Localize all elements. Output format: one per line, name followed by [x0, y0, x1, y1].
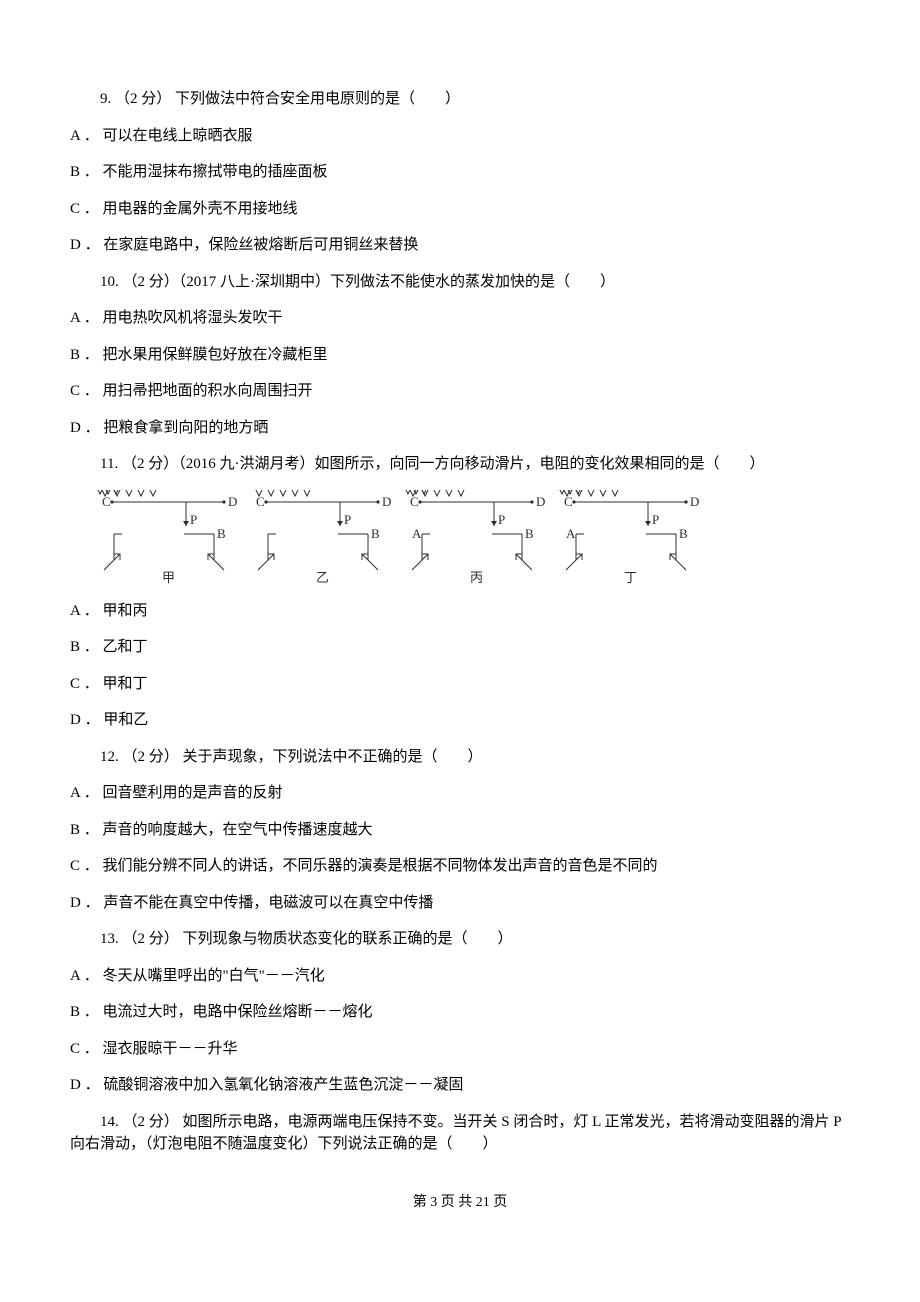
q9-stem: 9. （2 分） 下列做法中符合安全用电原则的是（ ） [70, 88, 850, 111]
svg-text:D: D [382, 494, 391, 509]
q11-option-b: B ． 乙和丁 [70, 636, 850, 659]
q13-option-b: B ． 电流过大时，电路中保险丝熔断－－熔化 [70, 1001, 850, 1024]
svg-text:C: C [256, 494, 265, 509]
q12-option-a: A ． 回音壁利用的是声音的反射 [70, 782, 850, 805]
svg-text:A: A [412, 526, 422, 541]
svg-text:乙: 乙 [316, 570, 329, 585]
q9-option-a: A ． 可以在电线上晾晒衣服 [70, 125, 850, 148]
q11-option-c: C ． 甲和丁 [70, 673, 850, 696]
svg-text:P: P [190, 512, 197, 527]
q14-stem: 14. （2 分） 如图所示电路，电源两端电压保持不变。当开关 S 闭合时，灯 … [70, 1111, 850, 1156]
svg-text:丁: 丁 [624, 570, 637, 585]
q13-option-d: D ． 硫酸铜溶液中加入氢氧化钠溶液产生蓝色沉淀－－凝固 [70, 1074, 850, 1097]
svg-text:D: D [228, 494, 237, 509]
svg-text:B: B [217, 526, 226, 541]
q13-option-a: A ． 冬天从嘴里呼出的"白气"－－汽化 [70, 965, 850, 988]
svg-text:A: A [566, 526, 576, 541]
q12-stem: 12. （2 分） 关于声现象，下列说法中不正确的是（ ） [70, 746, 850, 769]
q12-option-d: D ． 声音不能在真空中传播，电磁波可以在真空中传播 [70, 892, 850, 915]
q11-option-d: D ． 甲和乙 [70, 709, 850, 732]
svg-text:B: B [371, 526, 380, 541]
q13-stem: 13. （2 分） 下列现象与物质状态变化的联系正确的是（ ） [70, 928, 850, 951]
q10-option-c: C ． 用扫帚把地面的积水向周围扫开 [70, 380, 850, 403]
q12-option-c: C ． 我们能分辨不同人的讲话，不同乐器的演奏是根据不同物体发出声音的音色是不同… [70, 855, 850, 878]
svg-text:甲: 甲 [162, 570, 175, 585]
q9-option-d: D ． 在家庭电路中，保险丝被熔断后可用铜丝来替换 [70, 234, 850, 257]
q10-option-b: B ． 把水果用保鲜膜包好放在冷藏柜里 [70, 344, 850, 367]
page-footer: 第 3 页 共 21 页 [70, 1192, 850, 1213]
q11-stem: 11. （2 分）（2016 九·洪湖月考）如图所示，向同一方向移动滑片，电阻的… [70, 453, 850, 476]
q11-option-a: A ． 甲和丙 [70, 600, 850, 623]
svg-text:C: C [102, 494, 111, 509]
q11-diagram-row: C D P B 甲 C D P B 乙 C D P A B 丙 C D P A B 丁 [94, 490, 850, 590]
svg-text:D: D [690, 494, 699, 509]
svg-text:P: P [498, 512, 505, 527]
svg-text:B: B [525, 526, 534, 541]
svg-text:D: D [536, 494, 545, 509]
svg-text:B: B [679, 526, 688, 541]
circuit-diagrams: C D P B 甲 C D P B 乙 C D P A B 丙 C D P A B 丁 [94, 490, 714, 590]
q9-option-b: B ． 不能用湿抹布擦拭带电的插座面板 [70, 161, 850, 184]
svg-text:P: P [652, 512, 659, 527]
q12-option-b: B ． 声音的响度越大，在空气中传播速度越大 [70, 819, 850, 842]
q10-stem: 10. （2 分）（2017 八上·深圳期中）下列做法不能使水的蒸发加快的是（ … [70, 271, 850, 294]
q9-option-c: C ． 用电器的金属外壳不用接地线 [70, 198, 850, 221]
svg-text:C: C [410, 494, 419, 509]
q13-option-c: C ． 湿衣服晾干－－升华 [70, 1038, 850, 1061]
svg-text:丙: 丙 [470, 570, 483, 585]
q10-option-d: D ． 把粮食拿到向阳的地方晒 [70, 417, 850, 440]
svg-text:C: C [564, 494, 573, 509]
q10-option-a: A ． 用电热吹风机将湿头发吹干 [70, 307, 850, 330]
svg-text:P: P [344, 512, 351, 527]
